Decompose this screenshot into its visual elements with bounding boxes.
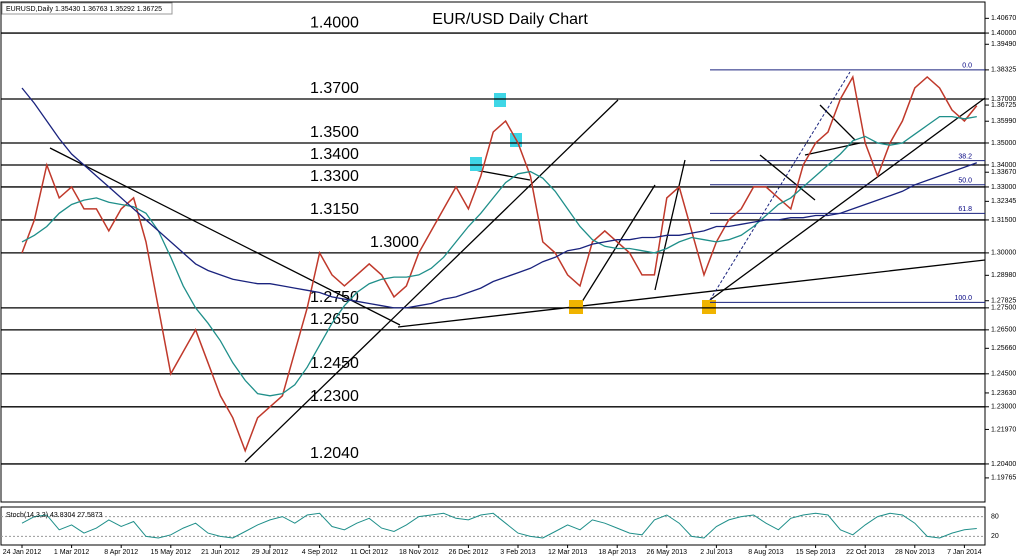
x-tick-label: 1 Mar 2012: [54, 549, 90, 556]
fib-label: 38.2: [958, 153, 972, 160]
y-tick-label: 1.37000: [991, 96, 1016, 103]
level-label: 1.2450: [310, 355, 359, 372]
y-tick-label: 1.27500: [991, 305, 1016, 312]
indicator-frame: [0, 506, 986, 546]
y-tick-label: 1.32345: [991, 198, 1016, 205]
y-tick-label: 1.25660: [991, 345, 1016, 352]
y-tick-label: 1.19765: [991, 475, 1016, 482]
level-label: 1.2040: [310, 445, 359, 462]
plot-frame: [0, 1, 986, 503]
level-label: 1.3000: [370, 234, 419, 251]
x-tick-label: 4 Sep 2012: [302, 549, 338, 556]
y-tick-label: 1.20400: [991, 461, 1016, 468]
x-tick-label: 26 Dec 2012: [449, 549, 489, 556]
x-tick-label: 11 Oct 2012: [350, 549, 388, 556]
y-tick-label: 1.33000: [991, 184, 1016, 191]
level-label: 1.3300: [310, 168, 359, 185]
y-tick-label: 1.28980: [991, 272, 1016, 279]
y-tick-label: 1.35000: [991, 140, 1016, 147]
x-tick-label: 15 Sep 2013: [796, 549, 836, 556]
x-tick-label: 15 May 2012: [151, 549, 192, 556]
series-line: [21, 115, 977, 397]
x-tick-label: 29 Jul 2012: [252, 549, 288, 556]
series-line: [21, 87, 978, 309]
y-tick-label: 1.39490: [991, 41, 1016, 48]
header: EURUSD,Daily 1.35430 1.36763 1.35292 1.3…: [6, 6, 162, 13]
x-tick-label: 2 Jul 2013: [700, 549, 732, 556]
level-label: 1.2300: [310, 388, 359, 405]
y-tick-label: 1.36725: [991, 102, 1016, 109]
y-tick-label: 1.23630: [991, 390, 1016, 397]
x-tick-label: 3 Feb 2013: [500, 549, 536, 556]
x-tick-label: 8 Aug 2013: [748, 549, 784, 556]
header-box: [1, 2, 173, 15]
x-tick-label: 22 Oct 2013: [846, 549, 884, 556]
level-label: 1.4000: [310, 14, 359, 31]
x-tick-label: 7 Jan 2014: [947, 549, 982, 556]
level-label: 1.3700: [310, 80, 359, 97]
x-tick-label: 24 Jan 2012: [3, 549, 42, 556]
fib-label: 100.0: [954, 295, 972, 302]
y-tick-label: 1.40670: [991, 15, 1016, 22]
y-tick-label: 1.34000: [991, 162, 1016, 169]
x-tick-label: 28 Nov 2013: [895, 549, 935, 556]
fib-label: 61.8: [958, 206, 972, 213]
series-line: [21, 74, 978, 453]
y-tick-label: 1.26500: [991, 327, 1016, 334]
indicator-tick-label: 20: [991, 533, 999, 540]
indicator-tick-label: 80: [991, 513, 999, 520]
level-label: 1.3500: [310, 124, 359, 141]
y-tick-label: 1.30000: [991, 250, 1016, 257]
fib-label: 50.0: [958, 178, 972, 185]
y-tick-label: 1.31500: [991, 217, 1016, 224]
y-tick-label: 1.23000: [991, 404, 1016, 411]
fib-label: 0.0: [962, 63, 972, 70]
x-tick-label: 8 Apr 2012: [104, 549, 138, 556]
x-tick-label: 21 Jun 2012: [201, 549, 240, 556]
y-tick-label: 1.24500: [991, 371, 1016, 378]
x-tick-label: 18 Apr 2013: [598, 549, 636, 556]
x-tick-label: 18 Nov 2012: [399, 549, 439, 556]
y-tick-label: 1.40000: [991, 30, 1016, 37]
level-label: 1.3150: [310, 201, 359, 218]
x-tick-label: 12 Mar 2013: [548, 549, 587, 556]
level-label: 1.3400: [310, 146, 359, 163]
y-tick-label: 1.33670: [991, 169, 1016, 176]
y-tick-label: 1.35990: [991, 118, 1016, 125]
markers: [470, 93, 716, 314]
y-tick-label: 1.27825: [991, 298, 1016, 305]
y-tick-label: 1.38325: [991, 67, 1016, 74]
y-tick-label: 1.21970: [991, 426, 1016, 433]
indicator-label: Stoch(14,3,3) 43.8304 27.5873: [6, 512, 103, 519]
trendlines: [49, 97, 986, 463]
fib-anchor: [709, 71, 851, 301]
indicator-line: [21, 512, 977, 539]
x-tick-label: 26 May 2013: [647, 549, 688, 556]
chart-title: EUR/USD Daily Chart: [432, 11, 588, 28]
